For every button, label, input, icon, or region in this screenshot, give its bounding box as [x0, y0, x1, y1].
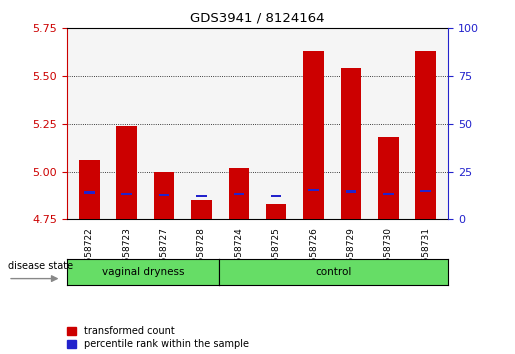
Bar — [154, 172, 175, 219]
Bar — [308, 189, 319, 192]
Bar — [79, 160, 99, 219]
Legend: transformed count, percentile rank within the sample: transformed count, percentile rank withi… — [66, 326, 249, 349]
Bar — [116, 126, 137, 219]
Bar — [196, 195, 207, 197]
Bar — [159, 194, 169, 196]
Bar — [340, 68, 361, 219]
Bar — [229, 168, 249, 219]
Text: vaginal dryness: vaginal dryness — [102, 267, 184, 277]
Bar — [266, 204, 286, 219]
Text: control: control — [316, 267, 352, 277]
Bar — [416, 51, 436, 219]
Bar — [346, 190, 356, 193]
Bar — [378, 137, 399, 219]
Bar — [303, 51, 324, 219]
Bar — [383, 193, 393, 195]
Text: disease state: disease state — [8, 261, 73, 271]
Bar — [84, 192, 95, 194]
Bar — [420, 190, 431, 192]
Bar — [234, 193, 244, 195]
Bar — [191, 200, 212, 219]
Title: GDS3941 / 8124164: GDS3941 / 8124164 — [190, 11, 325, 24]
Bar — [122, 193, 132, 195]
Bar — [271, 195, 281, 198]
